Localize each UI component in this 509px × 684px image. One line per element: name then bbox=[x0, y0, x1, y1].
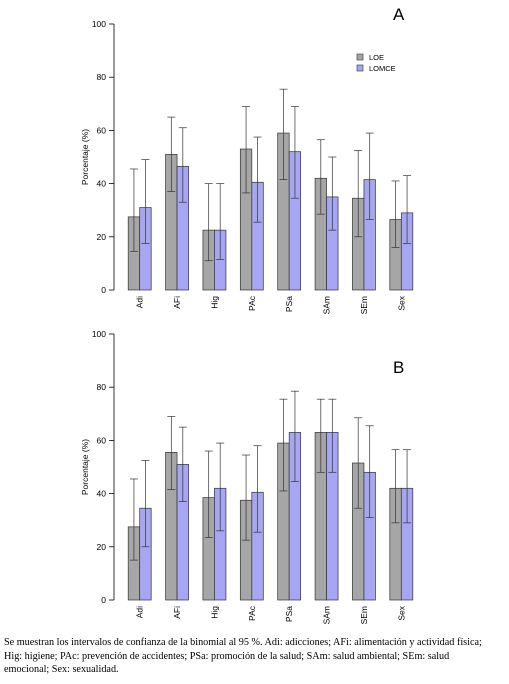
x-tick-label: Hig bbox=[209, 296, 219, 309]
x-tick-label: Adi bbox=[135, 606, 145, 618]
y-tick-label: 80 bbox=[97, 382, 107, 392]
x-tick-label: SAm bbox=[322, 296, 332, 314]
caption-line-2: Hig: higiene; PAc: prevención de acciden… bbox=[4, 650, 450, 662]
y-tick-label: 60 bbox=[97, 435, 107, 445]
figure-caption: Se muestran los intervalos de confianza … bbox=[4, 636, 504, 677]
panel-b-chart: 0 20 40 60 80 100 Porcentaje (%) B Adi AFi Hig PAc P… bbox=[80, 329, 414, 624]
legend-label: LOMCE bbox=[369, 64, 396, 73]
y-tick-label: 80 bbox=[97, 72, 107, 82]
legend-swatch bbox=[356, 64, 364, 72]
x-tick-label: SEm bbox=[359, 296, 369, 314]
x-tick-label: PSa bbox=[284, 606, 294, 622]
y-tick-label: 20 bbox=[97, 232, 107, 242]
y-tick-label: 40 bbox=[97, 179, 107, 189]
panel-label: A bbox=[393, 5, 405, 24]
x-tick-label: Sex bbox=[396, 295, 406, 310]
y-axis-label: Porcentaje (%) bbox=[80, 439, 90, 495]
y-tick-label: 100 bbox=[92, 19, 106, 29]
caption-line-1: Se muestran los intervalos de confianza … bbox=[4, 637, 482, 648]
x-tick-label: SAm bbox=[322, 606, 332, 624]
x-tick-label: Hig bbox=[209, 606, 219, 619]
x-tick-label: PAc bbox=[247, 295, 257, 311]
x-tick-label: Sex bbox=[396, 605, 406, 620]
x-tick-label: PAc bbox=[247, 605, 257, 621]
panel-a-chart: 0 20 40 60 80 100 Porcentaje (%) A Adi AFi Hig PAc P… bbox=[80, 5, 414, 314]
y-tick-label: 20 bbox=[97, 542, 107, 552]
x-tick-label: Adi bbox=[135, 296, 145, 308]
y-axis-label: Porcentaje (%) bbox=[80, 129, 90, 185]
x-tick-label: PSa bbox=[284, 296, 294, 312]
caption-line-3: emocional; Sex: sexualidad. bbox=[4, 664, 119, 675]
legend-swatch bbox=[356, 53, 364, 61]
y-tick-label: 60 bbox=[97, 125, 107, 135]
panel-label: B bbox=[393, 358, 404, 377]
y-tick-label: 100 bbox=[92, 329, 106, 339]
y-tick-label: 0 bbox=[101, 595, 106, 605]
x-tick-label: AFi bbox=[172, 296, 182, 309]
y-tick-label: 40 bbox=[97, 489, 107, 499]
y-tick-label: 0 bbox=[101, 285, 106, 295]
legend-label: LOE bbox=[369, 53, 384, 62]
x-tick-label: AFi bbox=[172, 606, 182, 619]
x-tick-label: SEm bbox=[359, 606, 369, 624]
